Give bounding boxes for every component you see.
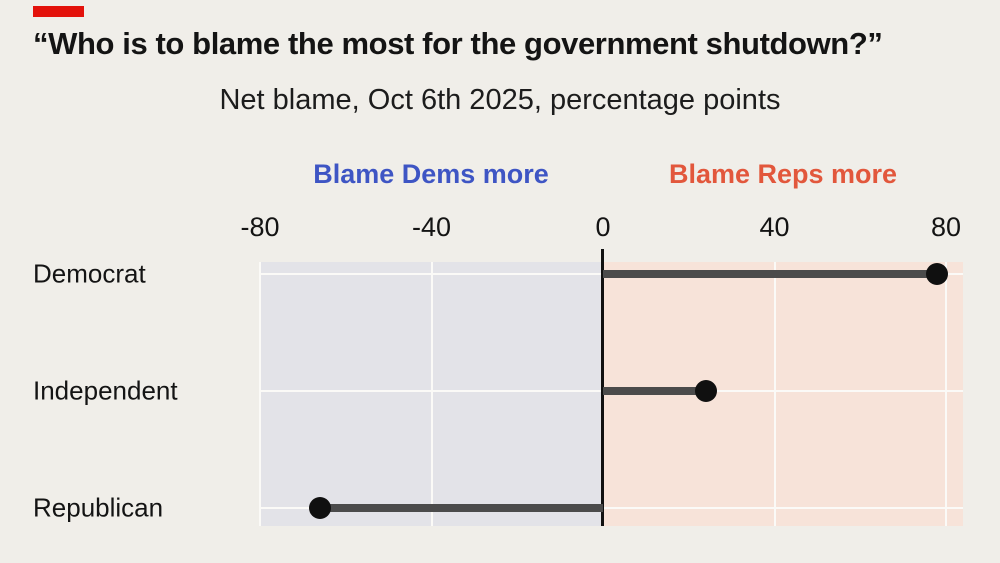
accent-bar (33, 6, 84, 17)
chart-title: “Who is to blame the most for the govern… (33, 26, 883, 61)
legend-blame-reps: Blame Reps more (668, 159, 898, 189)
dot-democrat (926, 263, 949, 285)
plot-area (259, 249, 963, 526)
dot-independent (694, 380, 717, 402)
bar-republican (320, 504, 603, 512)
category-labels: Democrat Independent Republican (33, 258, 258, 526)
x-tick-label: -80 (240, 212, 280, 242)
horizontal-gridline (260, 507, 963, 509)
x-axis: -80 -40 0 40 80 (240, 210, 963, 244)
vertical-gridline (945, 262, 947, 526)
category-label-democrat: Democrat (33, 258, 146, 289)
chart-subtitle: Net blame, Oct 6th 2025, percentage poin… (219, 84, 781, 116)
bar-democrat (603, 270, 938, 278)
x-tick-label: 40 (759, 212, 790, 242)
vertical-gridline (773, 262, 776, 526)
bar-independent (603, 387, 706, 395)
x-tick-label: -40 (411, 212, 452, 242)
x-tick-label: 80 (930, 212, 962, 242)
legend-blame-dems: Blame Dems more (313, 159, 549, 189)
x-tick-label: 0 (595, 212, 611, 242)
vertical-gridline (430, 262, 433, 526)
dot-republican (309, 497, 332, 519)
zero-axis-line (601, 249, 604, 526)
category-label-independent: Independent (33, 375, 178, 406)
category-label-republican: Republican (33, 492, 164, 523)
vertical-gridline (259, 262, 261, 526)
